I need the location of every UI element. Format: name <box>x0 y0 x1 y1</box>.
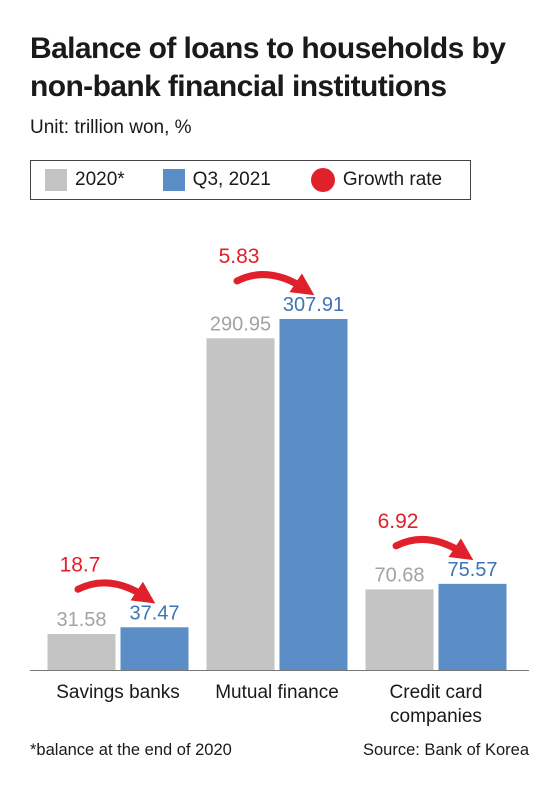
growth-rate-label-credit-card-companies: 6.92 <box>378 510 419 533</box>
legend-swatch-q3-2021 <box>162 169 185 191</box>
footnote: *balance at the end of 2020 <box>30 741 232 759</box>
growth-rate-label-mutual-finance: 5.83 <box>219 245 260 268</box>
legend-label-growth-rate: Growth rate <box>342 169 443 190</box>
value-label-2020-savings-banks: 31.58 <box>56 609 106 631</box>
legend-label-q3-2021: Q3, 2021 <box>192 169 271 190</box>
legend-item-q3-2021: Q3, 2021 <box>162 169 271 191</box>
value-label-2020-mutual-finance: 290.95 <box>210 313 271 335</box>
category-label-mutual-finance: Mutual finance <box>215 682 339 703</box>
value-label-q3-2021-savings-banks: 37.47 <box>129 602 179 624</box>
legend-dot-growth-rate <box>310 168 335 192</box>
legend-swatch-2020 <box>45 169 67 191</box>
growth-arrow-mutual-finance <box>233 271 315 296</box>
value-label-q3-2021-mutual-finance: 307.91 <box>283 294 344 316</box>
legend-label-2020: 2020* <box>75 169 125 190</box>
growth-arrow-savings-banks <box>74 579 156 604</box>
chart-title: Balance of loans to households by non-ba… <box>30 32 506 103</box>
legend: 2020* Q3, 2021 Growth rate <box>30 160 471 200</box>
bar-2020-savings-banks <box>47 633 116 670</box>
legend-item-growth-rate: Growth rate <box>310 168 443 192</box>
unit-label: Unit: trillion won, % <box>30 117 192 138</box>
category-label-credit-card-companies: Credit card companies <box>390 682 483 727</box>
bar-q3-2021-mutual-finance <box>279 318 348 670</box>
growth-arrow-credit-card-companies <box>392 536 474 561</box>
value-label-2020-credit-card-companies: 70.68 <box>374 564 424 586</box>
bar-q3-2021-savings-banks <box>120 627 189 670</box>
bar-2020-credit-card-companies <box>365 589 434 670</box>
source-note: Source: Bank of Korea <box>362 741 529 759</box>
category-label-savings-banks: Savings banks <box>56 682 180 703</box>
legend-item-2020: 2020* <box>45 169 125 191</box>
value-label-q3-2021-credit-card-companies: 75.57 <box>447 559 497 581</box>
growth-rate-label-savings-banks: 18.7 <box>60 553 101 576</box>
bar-q3-2021-credit-card-companies <box>438 583 507 670</box>
bar-2020-mutual-finance <box>206 338 275 670</box>
